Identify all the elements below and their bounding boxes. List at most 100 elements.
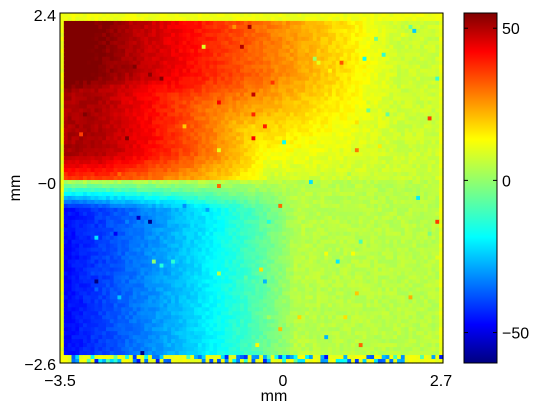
heatmap-cell: [243, 28, 249, 34]
heatmap-cell: [220, 68, 226, 74]
heatmap-cell: [178, 195, 184, 201]
heatmap-cell: [171, 172, 176, 177]
heatmap-cell: [289, 28, 295, 34]
heatmap-cell: [370, 100, 375, 106]
heatmap-cell: [151, 108, 157, 114]
heatmap-cell: [186, 24, 191, 30]
heatmap-cell: [209, 28, 214, 34]
heatmap-cell: [136, 120, 142, 125]
heatmap-cell: [335, 104, 341, 110]
heatmap-cell: [109, 104, 115, 110]
heatmap-cell: [71, 184, 76, 189]
heatmap-cell: [86, 112, 92, 118]
heatmap-cell: [370, 203, 375, 209]
heatmap-cell: [266, 40, 272, 46]
heatmap-cell: [324, 100, 329, 106]
heatmap-cell: [128, 140, 134, 145]
heatmap-cell: [217, 88, 222, 94]
heatmap-cell: [121, 132, 126, 137]
heatmap-cell: [347, 76, 352, 82]
heatmap-cell: [217, 68, 222, 74]
heatmap-cell: [358, 112, 364, 118]
heatmap-cell: [339, 180, 345, 185]
heatmap-cell: [347, 13, 352, 18]
heatmap-cell: [374, 56, 379, 62]
heatmap-cell: [393, 68, 398, 74]
heatmap-cell: [113, 92, 119, 98]
heatmap-cell: [151, 80, 157, 86]
heatmap-cell: [416, 84, 421, 90]
heatmap-cell: [102, 56, 107, 62]
heatmap-cell: [362, 184, 367, 189]
heatmap-cell: [148, 13, 153, 18]
heatmap-cell: [420, 176, 425, 181]
heatmap-cell: [358, 136, 364, 141]
heatmap-cell: [308, 191, 314, 197]
heatmap-cell: [182, 56, 187, 62]
heatmap-cell: [240, 100, 245, 106]
heatmap-cell: [416, 164, 421, 169]
heatmap-cell: [197, 120, 203, 125]
heatmap-cell: [305, 20, 310, 26]
heatmap-cell: [297, 108, 302, 114]
heatmap-cell: [75, 124, 80, 129]
heatmap-cell: [374, 128, 379, 133]
heatmap-cell: [423, 112, 429, 118]
heatmap-cell: [308, 124, 314, 129]
heatmap-cell: [163, 191, 168, 197]
heatmap-cell: [201, 156, 207, 161]
heatmap-cell: [82, 32, 88, 38]
heatmap-cell: [167, 132, 172, 137]
heatmap-cell: [393, 28, 398, 34]
heatmap-cell: [105, 140, 111, 145]
heatmap-cell: [362, 52, 367, 58]
heatmap-cell: [213, 100, 218, 106]
heatmap-cell: [266, 32, 272, 38]
heatmap-cell: [197, 128, 203, 133]
heatmap-cell: [431, 164, 436, 169]
heatmap-cell: [328, 32, 333, 38]
heatmap-cell: [163, 152, 168, 157]
heatmap-cell: [228, 92, 233, 98]
heatmap-cell: [385, 32, 390, 38]
heatmap-cell: [121, 195, 126, 201]
heatmap-cell: [178, 28, 184, 34]
heatmap-cell: [159, 84, 165, 90]
heatmap-cell: [423, 20, 429, 26]
heatmap-cell: [397, 168, 402, 173]
heatmap-cell: [316, 112, 322, 118]
heatmap-cell: [262, 96, 268, 102]
heatmap-cell: [90, 108, 96, 114]
heatmap-cell: [144, 60, 149, 66]
heatmap-cell: [151, 191, 157, 197]
heatmap-cell: [67, 144, 73, 149]
heatmap-cell: [301, 20, 306, 26]
heatmap-cell: [308, 72, 314, 78]
heatmap-cell: [293, 191, 299, 197]
heatmap-cell: [305, 32, 310, 38]
heatmap-cell: [125, 132, 130, 137]
heatmap-cell: [308, 144, 314, 149]
heatmap-cell: [190, 195, 195, 201]
heatmap-cell: [121, 199, 126, 205]
heatmap-cell: [412, 40, 417, 46]
heatmap-cell: [247, 44, 253, 50]
heatmap-cell: [362, 124, 367, 129]
heatmap-cell: [136, 140, 142, 145]
heatmap-cell: [416, 28, 421, 34]
heatmap-cell: [431, 156, 436, 161]
heatmap-cell: [151, 24, 157, 30]
heatmap-cell: [397, 24, 402, 30]
heatmap-cell: [423, 96, 429, 102]
heatmap-cell: [94, 156, 99, 161]
heatmap-cell: [377, 76, 383, 82]
heatmap-cell: [255, 13, 260, 18]
heatmap-cell: [328, 144, 333, 149]
heatmap-cell: [312, 172, 318, 177]
heatmap-cell: [289, 176, 295, 181]
heatmap-cell: [381, 16, 387, 22]
heatmap-cell: [385, 120, 390, 125]
heatmap-cell: [167, 148, 172, 153]
heatmap-cell: [324, 132, 329, 137]
heatmap-cell: [94, 44, 99, 50]
